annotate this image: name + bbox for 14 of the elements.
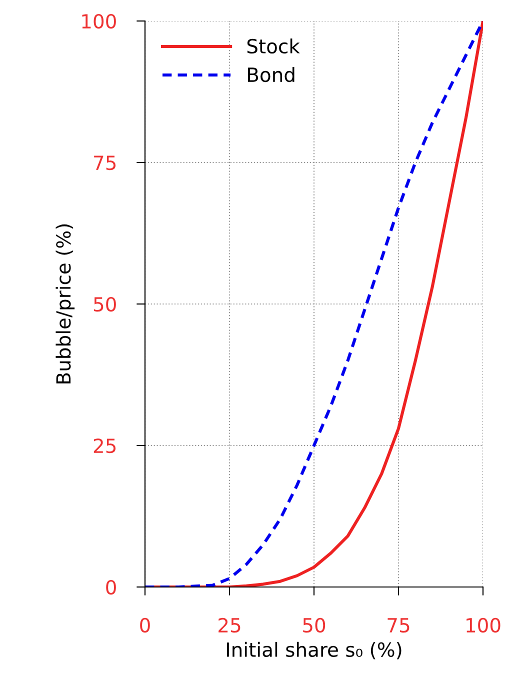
x-tick-label: 25 bbox=[218, 618, 240, 633]
x-tick-label: 0 bbox=[140, 618, 150, 633]
x-tick-label: 100 bbox=[466, 618, 500, 633]
y-tick-label: 75 bbox=[94, 156, 116, 170]
x-tick-label: 75 bbox=[388, 618, 410, 633]
x-axis-title: Initial share s₀ (%) bbox=[227, 642, 402, 660]
y-axis-title: Bubble/price (%) bbox=[56, 224, 75, 384]
y-tick-label: 100 bbox=[82, 14, 116, 29]
y-tick-label: 25 bbox=[94, 438, 116, 454]
y-tick-label: 50 bbox=[94, 296, 116, 312]
legend-label: Stock bbox=[247, 38, 300, 54]
legend-label: Bond bbox=[248, 67, 294, 82]
y-tick-label: 0 bbox=[106, 580, 116, 595]
x-tick-label: 50 bbox=[303, 618, 326, 633]
